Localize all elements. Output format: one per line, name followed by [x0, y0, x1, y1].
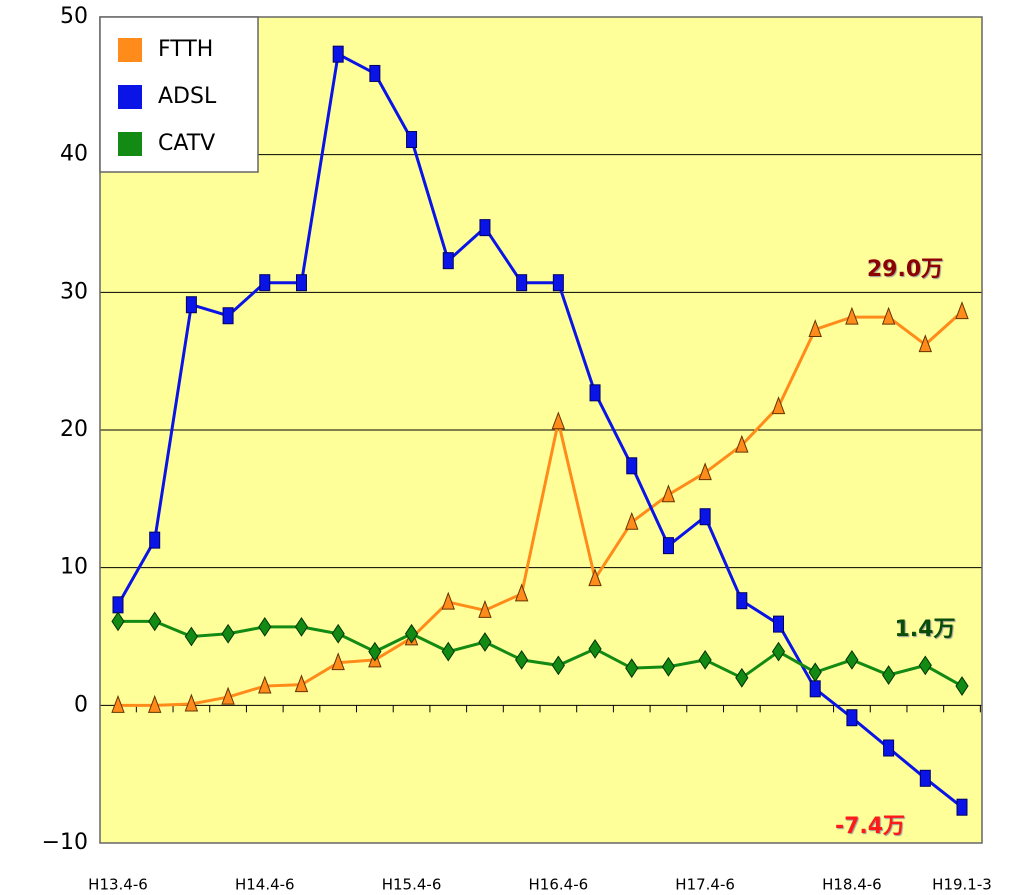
- y-tick-label: 10: [60, 555, 88, 580]
- marker: [514, 583, 529, 602]
- marker: [404, 623, 419, 644]
- marker: [332, 45, 344, 63]
- marker: [294, 616, 309, 637]
- marker: [625, 658, 639, 679]
- marker: [184, 626, 198, 647]
- marker: [185, 296, 197, 314]
- marker: [955, 301, 969, 320]
- marker: [588, 638, 602, 659]
- series-line: [116, 51, 963, 809]
- marker: [919, 769, 931, 787]
- y-tick-label: 20: [60, 417, 88, 442]
- marker: [918, 655, 932, 676]
- marker: [551, 655, 565, 676]
- marker: [735, 434, 749, 453]
- y-tick-label: 50: [60, 4, 88, 29]
- marker: [625, 511, 639, 530]
- marker: [331, 623, 345, 644]
- marker: [147, 694, 162, 713]
- marker: [589, 384, 601, 402]
- marker: [478, 599, 492, 618]
- marker: [808, 662, 822, 683]
- marker: [441, 641, 455, 662]
- marker: [441, 591, 455, 610]
- annotation: -7.4万: [835, 814, 905, 839]
- marker: [221, 623, 235, 644]
- annotation: 1.4万: [895, 617, 956, 642]
- legend-label: ADSL: [158, 84, 217, 109]
- x-tick-label: H16.4-6: [529, 876, 589, 894]
- marker: [515, 650, 529, 670]
- marker: [112, 596, 124, 614]
- marker: [845, 306, 859, 325]
- marker: [771, 396, 786, 415]
- legend-swatch: [118, 38, 142, 62]
- marker: [736, 592, 748, 610]
- marker: [111, 694, 125, 713]
- plot-border: [99, 16, 983, 844]
- marker: [184, 693, 199, 712]
- marker: [111, 611, 125, 632]
- marker: [331, 652, 345, 671]
- x-tick-label: H15.4-6: [382, 876, 442, 894]
- marker: [551, 411, 566, 430]
- annotation: 29.0万: [867, 257, 943, 282]
- marker: [295, 274, 307, 292]
- marker: [222, 307, 234, 325]
- marker: [845, 650, 859, 670]
- marker: [442, 252, 454, 270]
- marker: [662, 537, 674, 555]
- marker: [406, 131, 418, 149]
- marker: [479, 219, 491, 237]
- marker: [846, 709, 858, 727]
- x-tick-label: H18.4-6: [822, 876, 882, 894]
- y-tick-label: 30: [60, 279, 88, 304]
- marker: [148, 611, 162, 632]
- series-line: [118, 310, 964, 707]
- legend-label: FTTH: [158, 37, 213, 62]
- y-tick-label: 40: [60, 142, 88, 167]
- marker: [552, 274, 564, 292]
- series-line: [118, 619, 963, 688]
- marker: [149, 531, 161, 549]
- marker: [368, 641, 382, 662]
- legend-swatch: [118, 85, 142, 109]
- marker: [588, 568, 602, 587]
- marker: [258, 616, 272, 637]
- y-tick-label: 0: [74, 692, 88, 717]
- legend-label: CATV: [158, 131, 215, 156]
- legend-swatch: [118, 132, 142, 156]
- marker: [259, 274, 271, 292]
- marker: [809, 680, 821, 698]
- marker: [881, 306, 896, 325]
- marker: [478, 632, 492, 652]
- marker: [773, 615, 785, 633]
- y-tick-label: −10: [42, 830, 88, 855]
- x-tick-label: H17.4-6: [675, 876, 735, 894]
- marker: [369, 64, 381, 82]
- marker: [956, 798, 968, 816]
- marker: [661, 484, 676, 503]
- x-tick-label: H19.1-3: [932, 876, 992, 894]
- marker: [258, 675, 272, 694]
- marker: [882, 665, 896, 685]
- marker: [516, 274, 528, 292]
- marker: [699, 508, 711, 526]
- marker: [661, 656, 676, 677]
- marker: [221, 686, 235, 705]
- marker: [808, 319, 822, 338]
- x-tick-label: H13.4-6: [88, 876, 148, 894]
- marker: [771, 641, 786, 662]
- marker: [294, 674, 309, 693]
- marker: [698, 462, 712, 481]
- marker: [918, 334, 933, 353]
- x-tick-label: H14.4-6: [235, 876, 295, 894]
- marker: [735, 667, 749, 688]
- marker: [883, 739, 895, 757]
- marker: [955, 676, 969, 696]
- marker: [626, 457, 638, 475]
- marker: [698, 650, 712, 670]
